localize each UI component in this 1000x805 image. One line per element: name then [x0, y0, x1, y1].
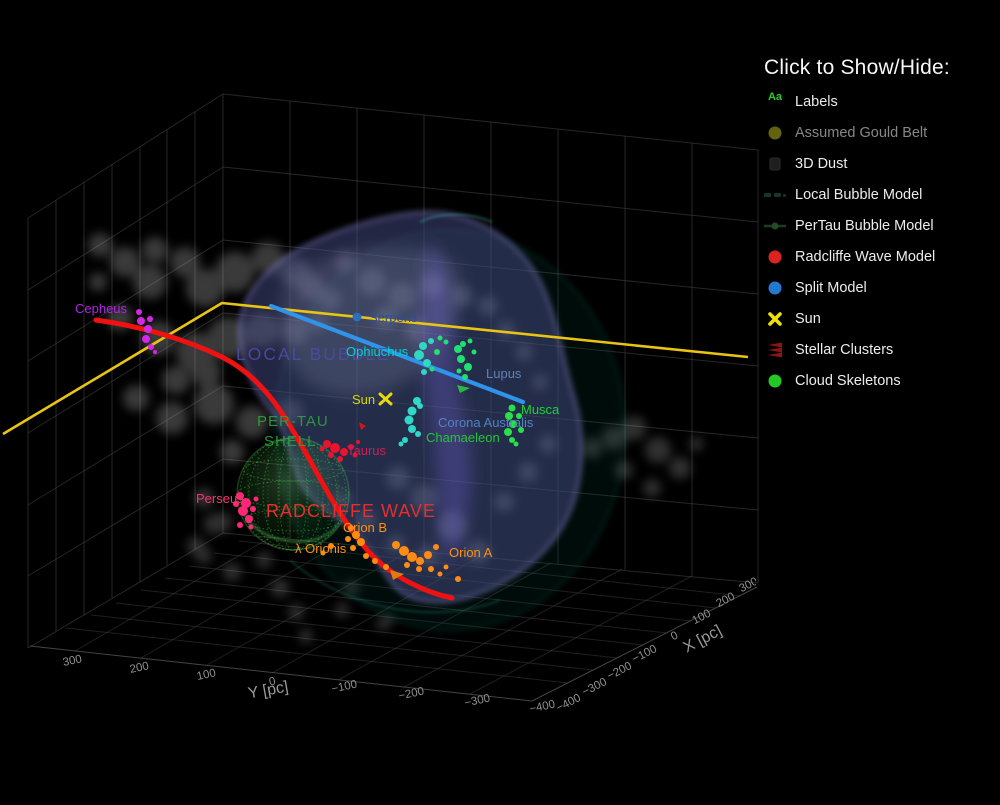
svg-text:100: 100	[196, 667, 217, 683]
legend-label: Cloud Skeletons	[795, 372, 901, 389]
cepheus-cluster	[136, 309, 157, 354]
legend-label: 3D Dust	[795, 155, 848, 172]
legend-label: Local Bubble Model	[795, 186, 923, 203]
legend-item-split-model[interactable]: Split Model	[762, 272, 998, 303]
legend-label: PerTau Bubble Model	[795, 217, 934, 234]
lupus-cluster	[454, 338, 477, 393]
label-chamaeleon: Chamaeleon	[426, 430, 500, 445]
legend-item-3d-dust[interactable]: 3D Dust	[762, 148, 998, 179]
annotation-radcliffe-wave: RADCLIFFE WAVE	[266, 501, 436, 521]
stellar-clusters-icon	[762, 341, 788, 359]
cloud-skeletons-circle-icon	[762, 372, 788, 390]
local-bubble-highlight	[279, 247, 461, 396]
legend-item-stellar-clusters[interactable]: Stellar Clusters	[762, 334, 998, 365]
svg-text:−200: −200	[605, 660, 634, 682]
local-bubble-purple-band	[421, 240, 472, 570]
legend-item-sun[interactable]: Sun	[762, 303, 998, 334]
chamaeleon-cluster	[398, 397, 423, 447]
y-axis-title: Y [pc]	[247, 679, 290, 703]
svg-text:−400: −400	[554, 692, 583, 714]
svg-text:−100: −100	[330, 679, 358, 696]
gould-belt-line	[2, 301, 749, 436]
legend-title: Click to Show/Hide:	[764, 56, 950, 79]
svg-text:0: 0	[669, 630, 680, 644]
taurus-cluster	[319, 422, 366, 462]
svg-text:−300: −300	[463, 693, 491, 710]
legend-label: Split Model	[795, 279, 867, 296]
annotation-local-bubble: LOCAL BUBBLE	[236, 344, 391, 364]
svg-text:−400: −400	[528, 699, 556, 716]
label-serpens: Serpens	[369, 310, 418, 325]
labels-aa-icon: Aa	[767, 90, 783, 103]
legend-label: Sun	[795, 310, 821, 327]
legend-item-assumed-gould-belt[interactable]: Assumed Gould Belt	[762, 117, 998, 148]
legend-item-pertau-bubble-model[interactable]: PerTau Bubble Model	[762, 210, 998, 241]
legend-item-cloud-skeletons[interactable]: Cloud Skeletons	[762, 365, 998, 396]
label-cepheus: Cepheus	[75, 301, 128, 316]
svg-text:−200: −200	[397, 686, 425, 703]
label-ophiuchus: Ophiuchus	[346, 344, 409, 359]
svg-text:−100: −100	[630, 643, 659, 665]
orion-clusters	[320, 525, 461, 582]
label-corona-australis: Corona Australis	[438, 415, 534, 430]
legend-item-local-bubble-model[interactable]: Local Bubble Model	[762, 179, 998, 210]
legend-panel: Click to Show/Hide: Aa Labels Assumed Go…	[762, 56, 998, 396]
sun-x-icon	[762, 310, 788, 328]
label-perseus: Perseus	[196, 491, 244, 506]
label-orion-a: Orion A	[449, 545, 493, 560]
svg-text:300: 300	[737, 576, 760, 595]
gould-belt-circle-icon	[762, 124, 788, 142]
label-lambda-orionis: λ Orionis	[295, 541, 347, 556]
annotation-pertau-line1: PER-TAU	[257, 413, 329, 430]
label-lupus: Lupus	[486, 366, 522, 381]
perseus-cluster	[233, 492, 259, 530]
legend-label: Assumed Gould Belt	[795, 124, 928, 141]
legend-label: Radcliffe Wave Model	[795, 248, 936, 265]
x-axis-title: X [pc]	[681, 622, 725, 656]
split-circle-icon	[762, 279, 788, 297]
svg-text:−300: −300	[580, 676, 609, 698]
svg-text:0: 0	[268, 676, 277, 689]
legend-item-labels[interactable]: Aa Labels	[762, 86, 998, 117]
local-bubble-top-rim	[419, 213, 493, 223]
musca-cluster	[504, 404, 524, 447]
svg-text:200: 200	[129, 660, 150, 676]
label-sun: Sun	[352, 392, 375, 407]
ophiuchus-cluster	[414, 335, 449, 375]
label-taurus: Taurus	[347, 443, 387, 458]
legend-label: Stellar Clusters	[795, 341, 894, 358]
svg-text:300: 300	[62, 653, 83, 669]
x-axis-ticks: 300 200 100 0 −100 −200 −300 −400	[554, 576, 760, 715]
sun-marker	[378, 392, 393, 406]
serpens-marker	[352, 312, 362, 322]
legend-item-radcliffe-wave-model[interactable]: Radcliffe Wave Model	[762, 241, 998, 272]
dust-swatch-icon	[762, 155, 788, 173]
radcliffe-circle-icon	[762, 248, 788, 266]
local-bubble-dashes-icon	[762, 186, 788, 204]
taurus-stellar-cluster-marker	[359, 422, 366, 430]
legend-label: Labels	[795, 93, 838, 110]
label-orion-b: Orion B	[343, 520, 387, 535]
pertau-line-dot-icon	[762, 217, 788, 235]
annotation-pertau-line2: SHELL	[264, 433, 317, 450]
y-axis-ticks: 300 200 100 0 −100 −200 −300 −400	[62, 653, 557, 715]
label-musca: Musca	[521, 402, 560, 417]
split-model-line	[268, 303, 526, 405]
